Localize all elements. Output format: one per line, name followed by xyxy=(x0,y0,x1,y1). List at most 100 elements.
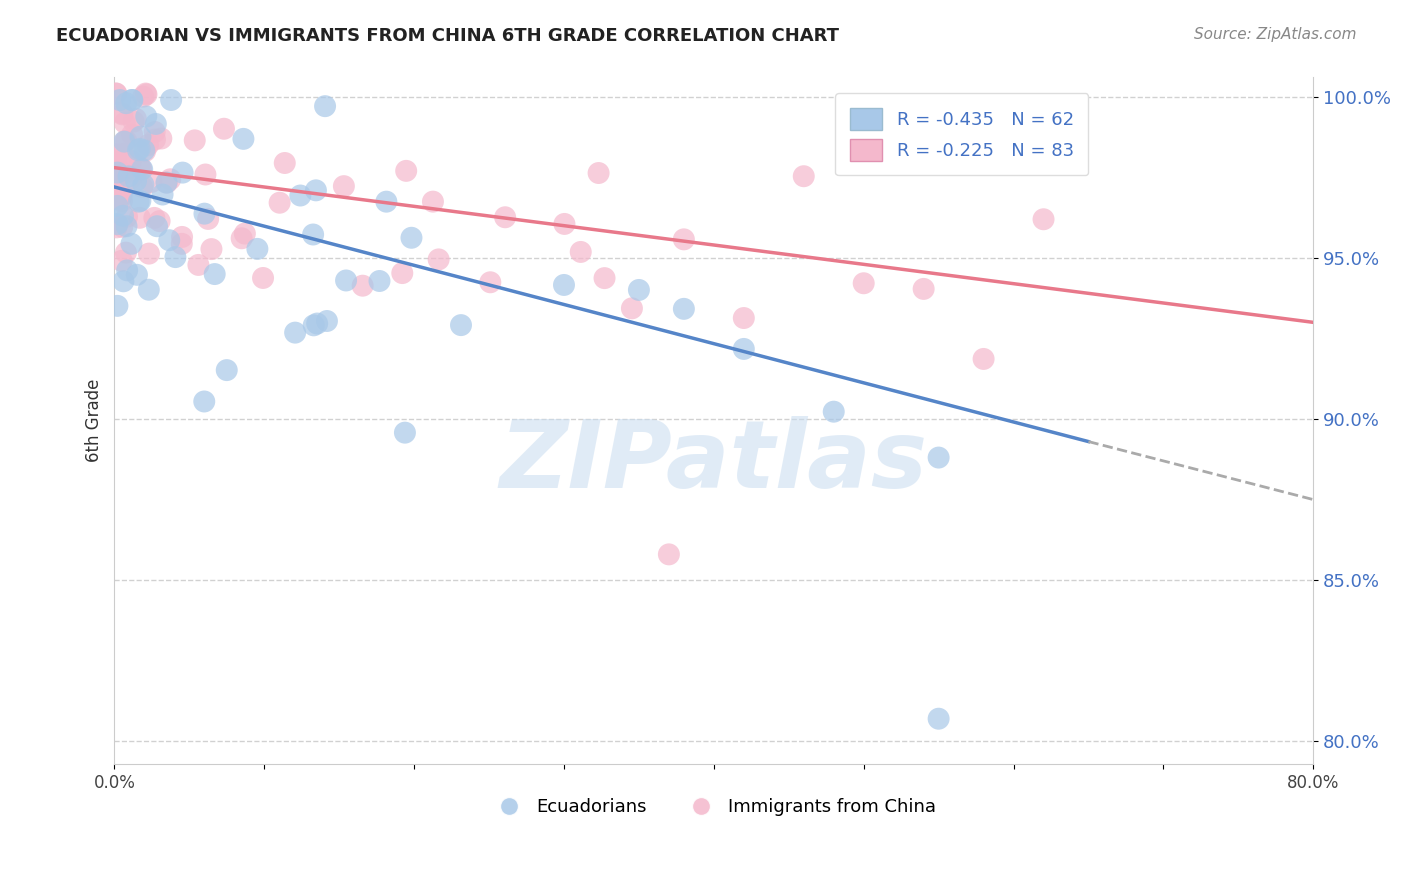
Point xyxy=(112,167,135,181)
Point xyxy=(302,318,325,333)
Point xyxy=(121,93,143,107)
Point xyxy=(672,301,695,316)
Point xyxy=(107,165,129,179)
Point xyxy=(232,132,254,146)
Point xyxy=(105,220,128,235)
Point xyxy=(394,425,416,440)
Point xyxy=(200,242,222,256)
Point xyxy=(1032,212,1054,227)
Point xyxy=(115,96,138,111)
Point xyxy=(117,169,139,184)
Legend: Ecuadorians, Immigrants from China: Ecuadorians, Immigrants from China xyxy=(484,791,943,823)
Point xyxy=(187,258,209,272)
Point xyxy=(274,156,297,170)
Point xyxy=(375,194,398,209)
Point xyxy=(115,263,138,277)
Point xyxy=(193,394,215,409)
Point xyxy=(252,271,274,285)
Point xyxy=(193,207,215,221)
Point xyxy=(143,125,166,139)
Point xyxy=(194,168,217,182)
Point xyxy=(111,106,134,120)
Point xyxy=(145,117,167,131)
Point xyxy=(115,245,138,260)
Y-axis label: 6th Grade: 6th Grade xyxy=(86,379,103,462)
Point xyxy=(302,227,325,242)
Point xyxy=(793,169,815,184)
Point xyxy=(128,194,150,209)
Point xyxy=(105,87,128,101)
Point xyxy=(391,266,413,280)
Point xyxy=(152,187,174,202)
Point xyxy=(110,190,132,204)
Point xyxy=(494,211,516,225)
Point xyxy=(184,133,207,147)
Point xyxy=(107,169,129,183)
Point xyxy=(172,165,194,179)
Point xyxy=(111,107,134,121)
Point xyxy=(105,191,128,205)
Point xyxy=(212,121,235,136)
Text: ZIPatlas: ZIPatlas xyxy=(499,416,928,508)
Point xyxy=(150,131,173,145)
Point xyxy=(128,160,150,174)
Point xyxy=(107,217,129,231)
Point xyxy=(335,273,357,287)
Point xyxy=(620,301,643,316)
Point xyxy=(112,147,135,161)
Point xyxy=(115,219,138,234)
Point xyxy=(569,244,592,259)
Point xyxy=(284,326,307,340)
Point xyxy=(111,219,134,234)
Point xyxy=(672,232,695,246)
Point xyxy=(132,178,155,192)
Point xyxy=(115,210,138,224)
Point xyxy=(155,176,177,190)
Point xyxy=(134,144,156,158)
Point xyxy=(170,230,193,244)
Point xyxy=(112,274,135,288)
Point xyxy=(588,166,610,180)
Point xyxy=(352,278,374,293)
Point xyxy=(121,128,143,142)
Point xyxy=(156,176,179,190)
Point xyxy=(131,180,153,194)
Point xyxy=(134,144,156,158)
Point xyxy=(104,87,127,101)
Text: ECUADORIAN VS IMMIGRANTS FROM CHINA 6TH GRADE CORRELATION CHART: ECUADORIAN VS IMMIGRANTS FROM CHINA 6TH … xyxy=(56,27,839,45)
Point xyxy=(165,250,187,264)
Point xyxy=(197,211,219,226)
Point xyxy=(104,172,127,186)
Point xyxy=(135,87,157,102)
Point xyxy=(111,194,134,208)
Point xyxy=(135,110,157,124)
Point xyxy=(157,233,180,247)
Point xyxy=(146,219,169,234)
Point xyxy=(450,318,472,332)
Point xyxy=(135,87,157,101)
Point xyxy=(658,547,681,561)
Point xyxy=(246,242,269,256)
Point xyxy=(117,153,139,168)
Point xyxy=(395,164,418,178)
Point xyxy=(129,161,152,176)
Point xyxy=(128,142,150,156)
Point xyxy=(427,252,450,267)
Point xyxy=(215,363,238,377)
Point xyxy=(149,214,172,228)
Point xyxy=(136,138,159,153)
Point xyxy=(307,317,329,331)
Point xyxy=(269,195,291,210)
Point xyxy=(627,283,650,297)
Point xyxy=(111,187,134,202)
Point xyxy=(138,283,160,297)
Point xyxy=(231,231,253,245)
Point xyxy=(141,175,163,189)
Text: Source: ZipAtlas.com: Source: ZipAtlas.com xyxy=(1194,27,1357,42)
Point xyxy=(305,183,328,197)
Point xyxy=(553,217,575,231)
Point xyxy=(290,188,312,202)
Point xyxy=(131,162,153,177)
Point xyxy=(316,314,339,328)
Point xyxy=(593,271,616,285)
